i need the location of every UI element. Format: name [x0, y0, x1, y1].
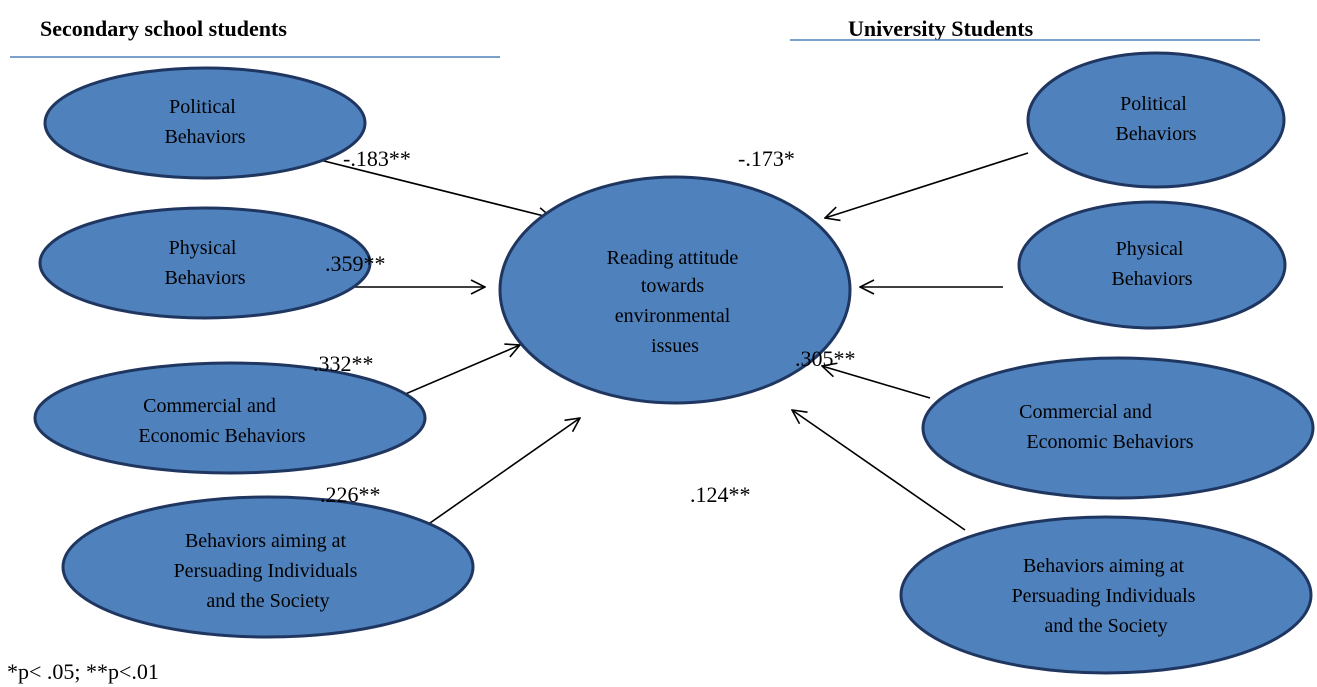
university-heading: University Students [848, 16, 1034, 41]
coef-secondary-persuading: .226** [320, 482, 381, 507]
university-political-ellipse [1026, 51, 1286, 189]
university-commercial-label: Commercial and Economic Behaviors [1019, 401, 1194, 453]
center-node: Reading attitude towards environmental i… [498, 175, 852, 405]
university-physical-label: Physical Behaviors [1111, 238, 1192, 290]
university-persuading-ellipse [899, 515, 1313, 675]
arrow-secondary-persuading [409, 418, 580, 538]
center-ellipse [498, 175, 852, 405]
secondary-heading: Secondary school students [40, 16, 287, 41]
secondary-physical-label: Physical Behaviors [164, 237, 245, 289]
arrow-university-commercial [822, 366, 931, 399]
coef-secondary-political: -.183** [343, 146, 411, 171]
secondary-physical-node: Physical Behaviors [38, 206, 372, 320]
university-political-label: Political Behaviors [1115, 93, 1196, 145]
coef-university-commercial: .305** [795, 346, 856, 371]
secondary-commercial-label: Commercial and Economic Behaviors [138, 395, 305, 447]
university-persuading-label: Behaviors aiming at Persuading Individua… [1012, 555, 1201, 637]
coef-university-persuading: .124** [690, 482, 751, 507]
secondary-political-node: Political Behaviors [43, 66, 367, 180]
arrow-university-persuading [792, 410, 966, 531]
university-physical-ellipse [1017, 200, 1287, 330]
coef-university-political: -.173* [738, 146, 795, 171]
university-commercial-ellipse [921, 356, 1315, 500]
secondary-commercial-node: Commercial and Economic Behaviors [33, 361, 427, 475]
arrow-secondary-political [299, 154, 552, 218]
secondary-commercial-ellipse [33, 361, 427, 475]
secondary-persuading-label: Behaviors aiming at Persuading Individua… [174, 530, 363, 612]
center-label: Reading attitude towards environmental i… [607, 247, 744, 357]
coef-secondary-commercial: .332** [313, 351, 374, 376]
secondary-political-label: Political Behaviors [164, 96, 245, 148]
university-commercial-node: Commercial and Economic Behaviors [921, 356, 1315, 500]
secondary-persuading-node: Behaviors aiming at Persuading Individua… [61, 495, 475, 639]
coef-secondary-physical: .359** [325, 251, 386, 276]
arrow-university-political [825, 152, 1029, 218]
university-political-node: Political Behaviors [1026, 51, 1286, 189]
university-physical-node: Physical Behaviors [1017, 200, 1287, 330]
secondary-political-ellipse [43, 66, 367, 180]
university-persuading-node: Behaviors aiming at Persuading Individua… [899, 515, 1313, 675]
significance-footnote: *p< .05; **p<.01 [7, 659, 159, 684]
secondary-physical-ellipse [38, 206, 372, 320]
secondary-persuading-ellipse [61, 495, 475, 639]
